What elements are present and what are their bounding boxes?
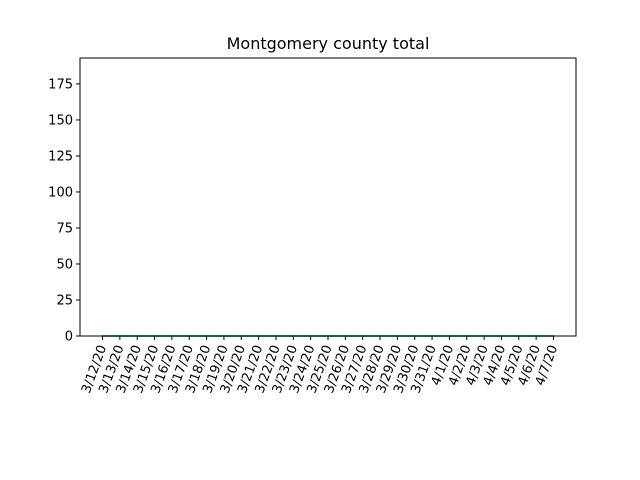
y-tick-label: 100 [48,185,73,200]
y-tick-label: 25 [56,293,73,308]
chart-title: Montgomery county total [227,34,430,53]
y-tick-label: 0 [65,330,73,345]
plot-area: 02550751001251501753/12/203/13/203/14/20… [48,77,561,395]
y-tick-label: 175 [48,77,73,92]
y-tick-label: 50 [56,257,73,272]
y-tick-label: 75 [56,221,73,236]
y-tick-label: 150 [48,113,73,128]
plot-frame [79,57,577,337]
y-tick-label: 125 [48,149,73,164]
